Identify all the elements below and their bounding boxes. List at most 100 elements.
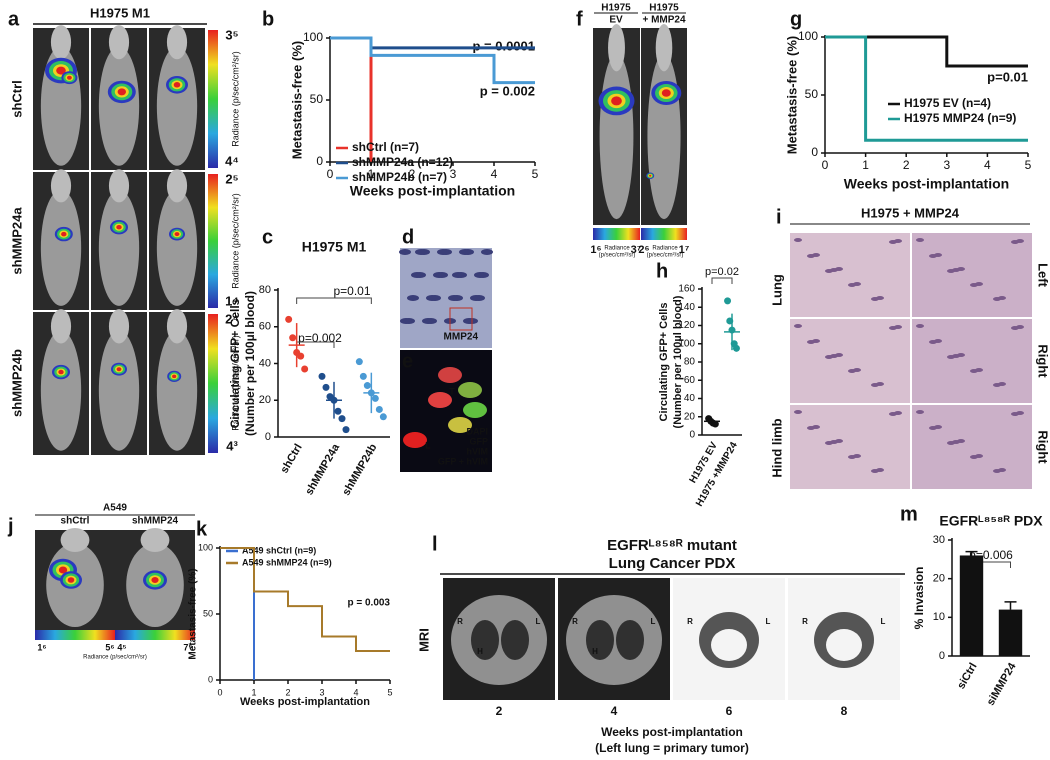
colorbar	[35, 630, 115, 640]
y-axis-label: (Number per 100µl blood)	[672, 295, 684, 428]
km-line	[825, 35, 1028, 142]
nucleus	[407, 295, 419, 301]
dot	[371, 394, 379, 402]
dot	[342, 426, 350, 434]
label: hVIM	[467, 446, 489, 456]
panel-letter: a	[8, 8, 20, 30]
nucleus	[889, 412, 897, 416]
y-axis-label: Circulating GFP+ Cells	[228, 298, 242, 428]
nucleus	[470, 295, 482, 301]
nucleus	[1011, 412, 1019, 416]
dot	[711, 420, 719, 428]
label: 4³	[226, 438, 238, 453]
x-tick-label: 5	[387, 687, 392, 697]
dot	[285, 315, 293, 323]
annotation: p=0.02	[705, 266, 739, 278]
mouse-head	[108, 309, 130, 344]
mouse-body	[40, 330, 82, 451]
colorbar	[115, 630, 195, 640]
panel-letter: f	[576, 8, 583, 30]
nucleus	[970, 455, 978, 459]
signal	[173, 82, 181, 88]
annotation: p = 0.002	[480, 83, 535, 98]
panel-letter: e	[402, 350, 413, 372]
y-tick-label: 100	[678, 338, 695, 349]
x-tick-label: 3	[943, 158, 950, 172]
signal	[151, 577, 159, 583]
nucleus	[916, 238, 924, 242]
y-axis-label: % Invasion	[912, 567, 926, 630]
y-tick-label: 50	[805, 87, 819, 101]
label: 3⁵	[225, 27, 238, 42]
nucleus	[452, 272, 464, 278]
signal	[172, 374, 177, 379]
dot	[301, 365, 309, 373]
label: Lung Cancer PDX	[609, 555, 736, 572]
mouse-body	[156, 330, 198, 451]
x-axis-label: Weeks post-implantation	[240, 696, 370, 708]
signal	[661, 89, 671, 97]
mouse-head	[608, 24, 625, 72]
panel-letter: m	[900, 503, 918, 525]
label: R	[572, 617, 578, 626]
legend-label: shMMP24a (n=12)	[352, 155, 453, 169]
x-tick-label: 2	[409, 167, 416, 181]
y-tick-label: 80	[259, 284, 271, 296]
mouse-body	[156, 46, 198, 166]
label: (p/sec/cm²/sr)	[647, 253, 684, 259]
dot	[334, 407, 342, 415]
mri-lung	[471, 620, 499, 660]
dot	[724, 297, 732, 305]
mouse-head	[140, 528, 170, 552]
nucleus	[825, 355, 833, 359]
y-axis-label: Metastasis-free (%)	[188, 568, 199, 659]
label: H1975 + MMP24	[861, 205, 960, 220]
x-tick-label: 4	[353, 687, 358, 697]
x-tick-label: siMMP24	[985, 660, 1019, 708]
y-tick-label: 140	[678, 302, 695, 313]
cell	[403, 432, 427, 448]
x-tick-label: 1	[251, 687, 256, 697]
dot	[297, 352, 305, 360]
label: + MMP24	[642, 15, 686, 26]
nucleus	[794, 324, 802, 328]
label: 2⁶	[638, 244, 649, 256]
histology	[790, 405, 910, 489]
dot	[363, 382, 371, 390]
dot	[375, 405, 383, 413]
nucleus	[947, 355, 955, 359]
mouse-body	[98, 46, 140, 166]
label: Hind limb	[769, 418, 784, 477]
label: Left	[1036, 263, 1050, 288]
label: shCtrl	[9, 80, 24, 118]
label: 4	[611, 704, 618, 718]
nucleus	[848, 455, 856, 459]
nucleus	[437, 249, 449, 255]
label: T	[449, 386, 455, 396]
y-tick-label: 10	[933, 611, 945, 623]
y-tick-label: 50	[310, 92, 324, 106]
x-tick-label: 0	[822, 158, 829, 172]
label: (p/sec/cm²/sr)	[599, 253, 636, 259]
nucleus	[929, 426, 937, 430]
dot	[318, 372, 326, 380]
mri-heart	[711, 629, 747, 661]
dot	[359, 372, 367, 380]
label: 2	[496, 704, 503, 718]
label: 2⁵	[225, 171, 238, 186]
signal	[67, 75, 72, 80]
mouse-head	[50, 309, 72, 344]
panel-letter: d	[402, 226, 414, 248]
label: L	[766, 617, 771, 626]
nucleus	[871, 469, 879, 473]
nucleus	[889, 326, 897, 330]
dot	[322, 383, 330, 391]
error-bar	[965, 550, 978, 556]
label: R	[457, 617, 463, 626]
label: shCtrl	[61, 516, 90, 527]
y-tick-label: 120	[678, 320, 695, 331]
nucleus	[433, 272, 445, 278]
dot	[379, 413, 387, 421]
mri-heart	[826, 629, 862, 661]
